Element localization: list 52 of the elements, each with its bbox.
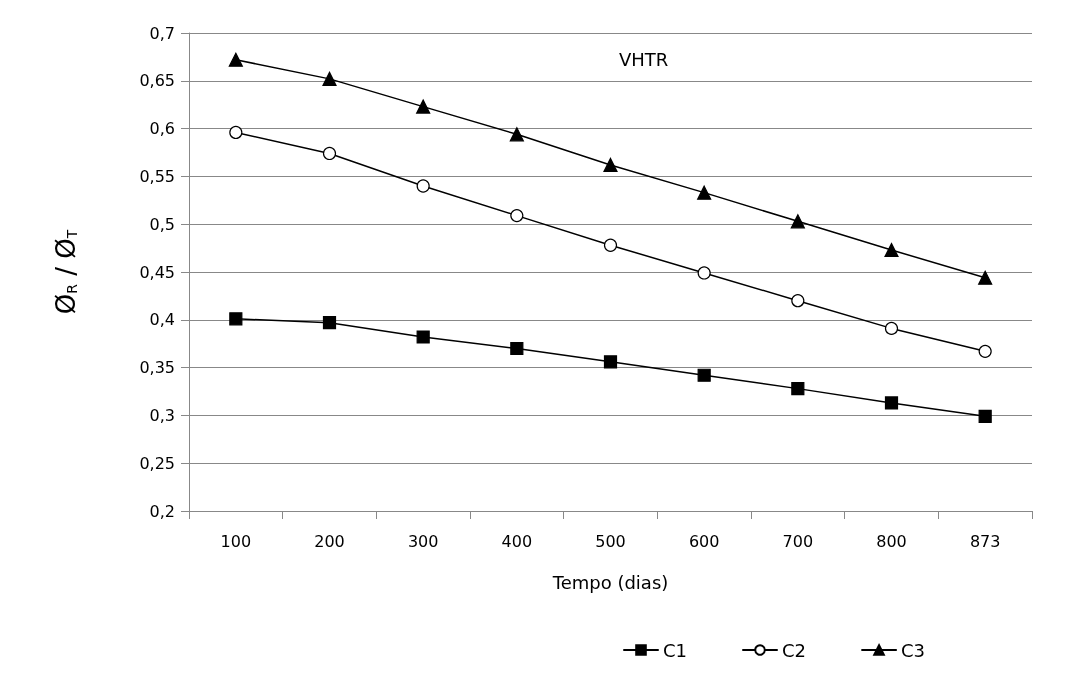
y-tick-label: 0,35 [139,358,175,378]
point [790,214,805,229]
point [884,321,899,335]
point [791,294,805,308]
y-tick-label: 0,7 [149,23,175,43]
point [416,179,430,193]
y-tick-label: 0,6 [149,119,175,139]
point [978,409,992,423]
point [228,52,243,67]
point [322,71,337,86]
point [884,396,899,410]
x-tick-label: 200 [314,531,345,551]
y-tick-label: 0,2 [149,501,175,521]
point [978,270,993,285]
point [509,127,524,142]
point [322,316,337,330]
point [791,382,805,396]
point [603,238,618,252]
point [510,341,524,356]
x-tick-label: 400 [501,531,533,551]
point [697,185,712,200]
point [978,344,992,358]
x-axis-title: Tempo (dias) [551,571,669,593]
x-tick-label: 873 [969,531,1001,551]
x-tick-label: 300 [407,531,439,551]
point [229,312,243,326]
legend-label: C2 [782,639,807,661]
point [884,242,899,258]
y-tick-label: 0,4 [149,310,175,330]
point [603,157,618,173]
point [416,330,430,344]
y-tick-label: 0,3 [149,405,175,425]
point [603,355,618,369]
y-tick-label: 0,25 [139,453,175,473]
point [697,368,711,382]
point [416,99,431,114]
y-tick-label: 0,55 [139,166,175,186]
x-tick-label: 800 [876,531,907,551]
x-tick-label: 500 [595,531,626,551]
legend-label: C3 [901,639,926,661]
x-tick-label: 100 [220,531,252,551]
y-tick-label: 0,5 [149,214,175,234]
point [510,209,524,223]
y-tick-label: 0,45 [139,262,175,282]
legend-label: C1 [663,639,688,661]
y-tick-label: 0,65 [139,71,175,91]
annotation: VHTR [619,48,669,70]
point [697,266,711,280]
point [229,125,243,140]
x-tick-label: 600 [688,531,720,551]
point [322,146,337,161]
x-tick-label: 700 [782,531,814,551]
